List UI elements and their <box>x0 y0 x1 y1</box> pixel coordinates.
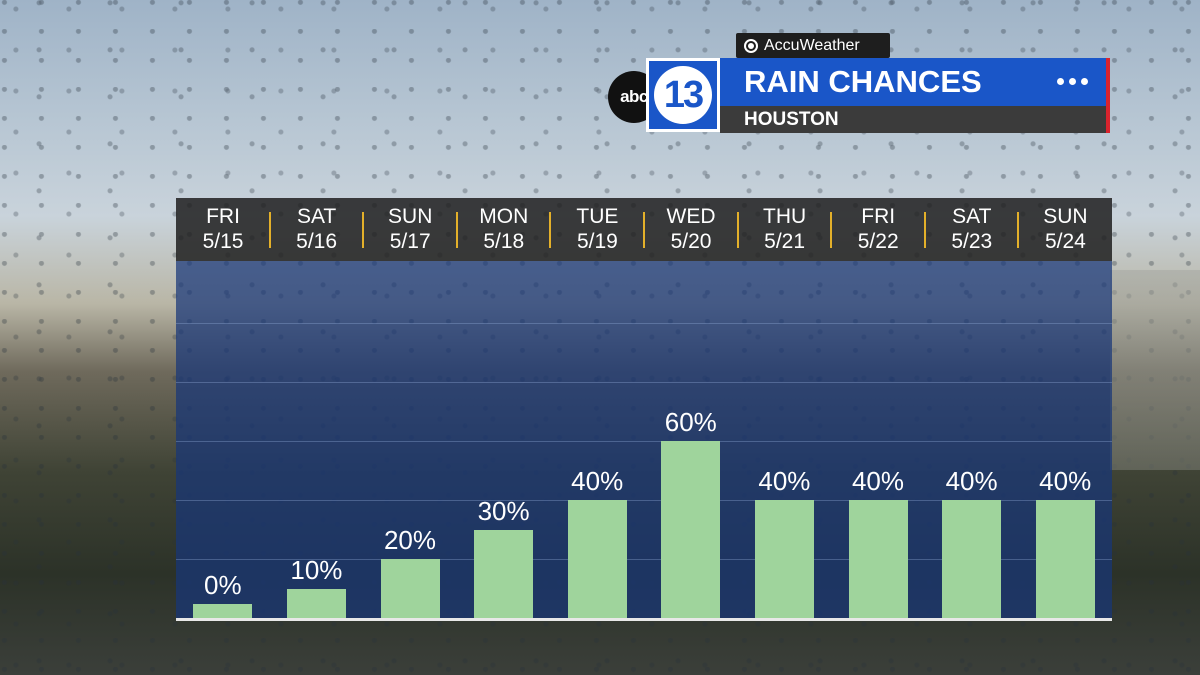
rain-chance-bar <box>942 500 1002 618</box>
rain-chance-label: 30% <box>477 495 530 526</box>
rain-chance-bar <box>1035 500 1095 618</box>
day-separator <box>643 212 645 248</box>
day-label: SUN 5/17 <box>363 198 457 261</box>
day-separator <box>362 212 365 248</box>
rain-chance-label: 40% <box>571 466 624 496</box>
city-skyline-background <box>1110 270 1200 470</box>
day-date: 5/18 <box>483 230 525 253</box>
rain-chance-bar <box>661 441 721 618</box>
day-date: 5/15 <box>202 230 244 253</box>
day-of-week: SUN <box>388 205 433 228</box>
day-label: SUN 5/24 <box>1018 198 1112 261</box>
location-bar: HOUSTON <box>720 106 1110 133</box>
day-separator <box>549 212 552 248</box>
day-date: 5/22 <box>857 230 899 253</box>
gridline <box>176 323 1112 324</box>
day-of-week: SAT <box>952 205 992 228</box>
rain-chance-label: 40% <box>758 466 811 496</box>
day-of-week: SAT <box>296 205 337 228</box>
page-title: RAIN CHANCES <box>744 64 982 99</box>
day-of-week: SUN <box>1043 205 1088 228</box>
rain-chance-bar <box>754 500 814 618</box>
location-label: HOUSTON <box>744 108 839 130</box>
day-of-week: WED <box>666 205 716 228</box>
rain-chance-label: 20% <box>383 525 437 555</box>
day-label: FRI 5/15 <box>176 198 270 261</box>
day-of-week: MON <box>479 205 529 228</box>
gridline <box>176 559 1112 560</box>
day-date: 5/24 <box>1044 230 1086 253</box>
rain-chance-bar <box>567 500 627 618</box>
rain-chance-bar <box>193 604 253 618</box>
day-label: SAT 5/23 <box>925 198 1019 261</box>
day-date: 5/21 <box>764 230 806 253</box>
rain-chance-bar <box>848 500 908 618</box>
rain-chance-label: 40% <box>945 466 998 496</box>
day-date: 5/23 <box>951 230 993 253</box>
title-bar: RAIN CHANCES <box>720 58 1110 106</box>
gridline <box>176 441 1112 442</box>
rain-chance-label: 60% <box>664 407 717 437</box>
day-of-week: TUE <box>576 205 619 228</box>
rain-chance-label: 10% <box>290 554 343 585</box>
rain-chance-label: 0% <box>204 570 242 600</box>
rain-chance-bar <box>474 529 534 618</box>
day-label: TUE 5/19 <box>550 198 644 261</box>
day-of-week: THU <box>763 205 807 228</box>
channel-number: 13 <box>654 66 712 124</box>
gridline <box>176 500 1112 501</box>
day-separator <box>455 212 458 248</box>
day-label: WED 5/20 <box>644 198 738 261</box>
gridline <box>176 382 1112 383</box>
day-separator <box>268 212 271 248</box>
more-dots-icon <box>1057 78 1088 85</box>
day-of-week: FRI <box>861 205 896 228</box>
day-of-week: FRI <box>206 205 240 228</box>
accuweather-label: AccuWeather <box>764 36 860 54</box>
day-date: 5/19 <box>576 230 618 253</box>
day-label: SAT 5/16 <box>270 198 364 261</box>
rain-chance-bar <box>380 559 440 618</box>
day-separator <box>1017 212 1020 248</box>
day-label: FRI 5/22 <box>831 198 925 261</box>
accuweather-badge: AccuWeather <box>736 33 890 58</box>
chart-baseline <box>176 618 1112 621</box>
day-header-row: FRI 5/15 SAT 5/16 SUN 5/17 MON 5/18 TUE 5/19 WED 5/… <box>176 198 1112 261</box>
rain-chance-label: 40% <box>1039 466 1092 496</box>
abc13-logo: 13 <box>646 58 720 132</box>
day-separator <box>736 212 739 248</box>
day-label: MON 5/18 <box>457 198 551 261</box>
accuweather-sun-icon <box>744 38 758 53</box>
day-date: 5/16 <box>296 230 338 253</box>
rain-chance-label: 40% <box>851 466 905 496</box>
day-date: 5/17 <box>389 230 431 253</box>
day-date: 5/20 <box>670 230 712 253</box>
day-separator <box>923 212 926 248</box>
day-label: THU 5/21 <box>738 198 832 261</box>
day-separator <box>830 212 833 248</box>
rain-chance-bar <box>286 588 346 618</box>
